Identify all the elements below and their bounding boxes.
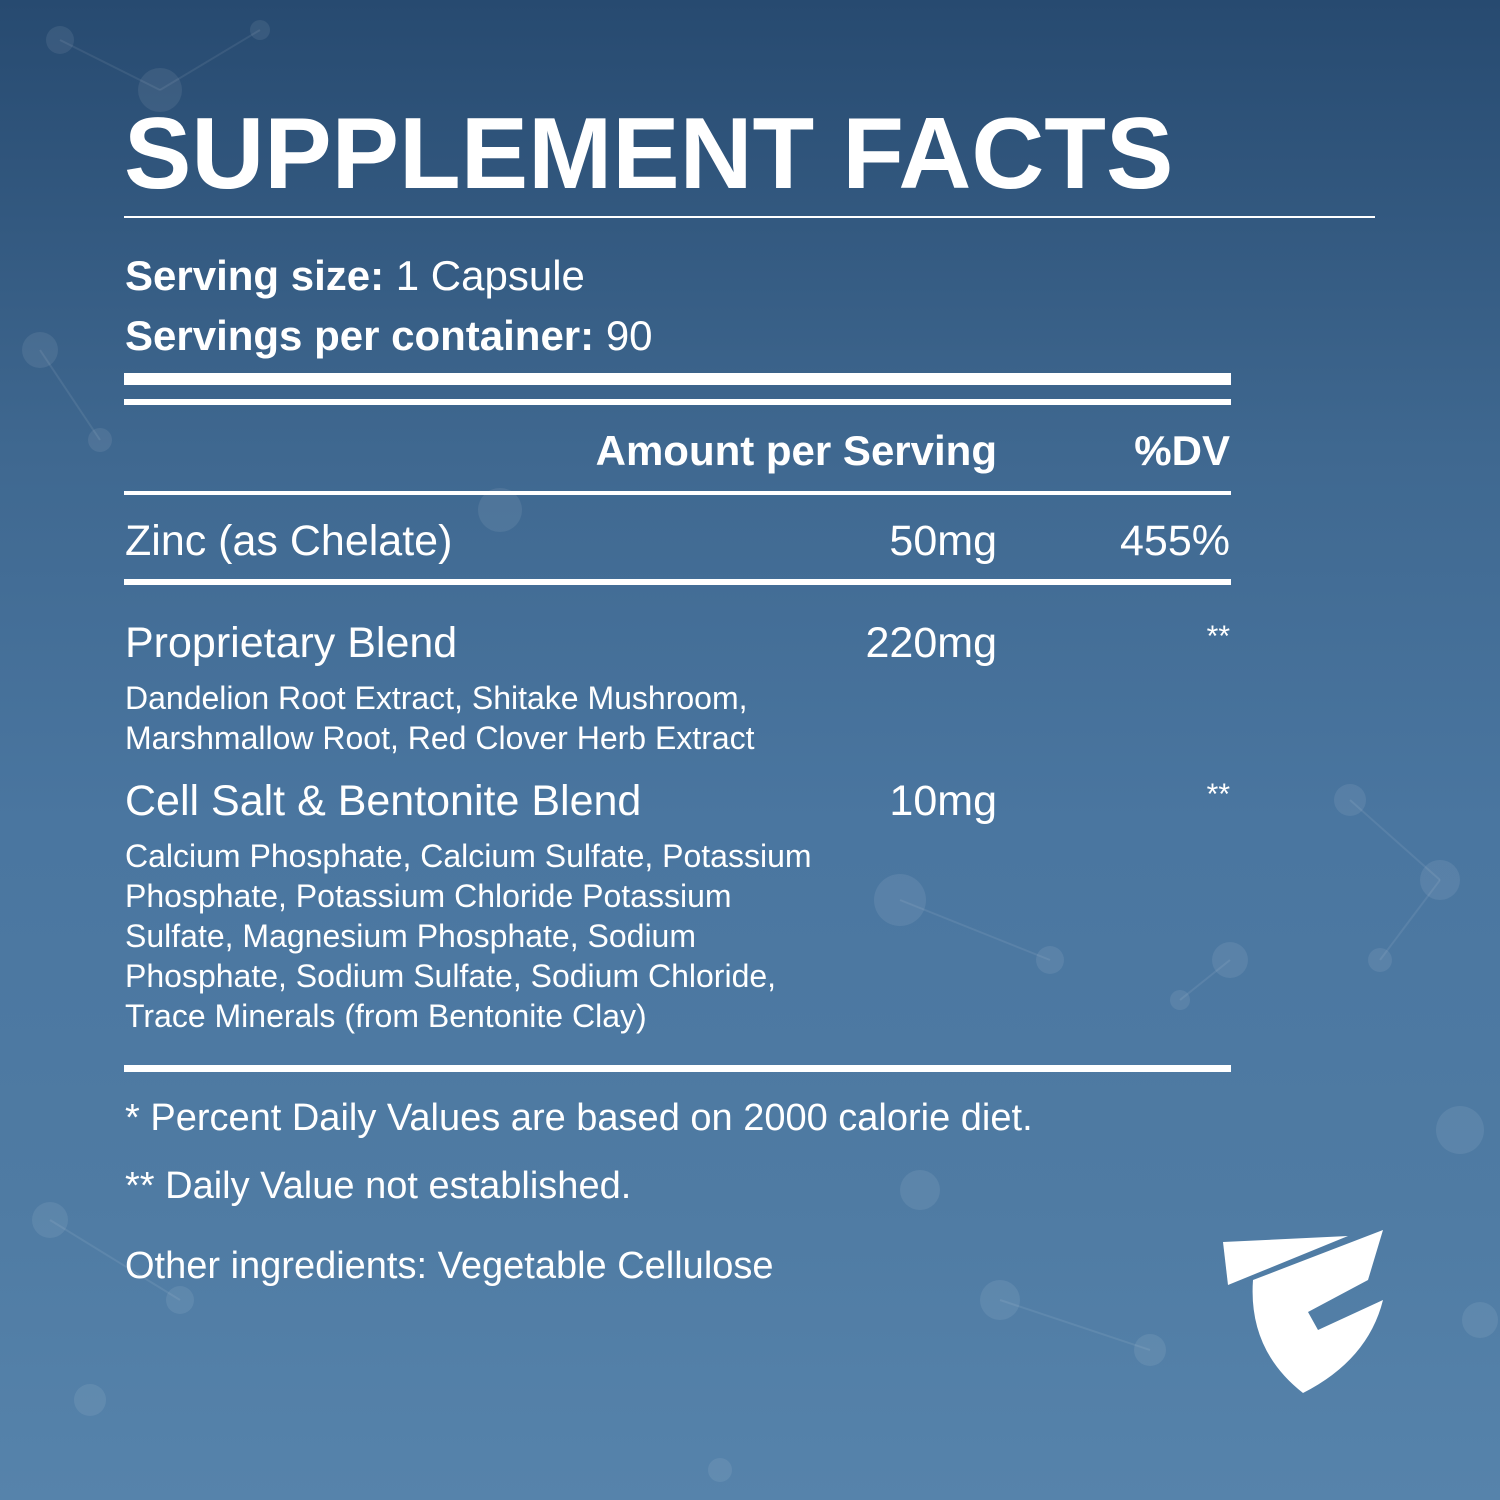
ingredient-line: Phosphate, Sodium Sulfate, Sodium Chlori…	[125, 958, 777, 994]
nutrient-amount: 220mg	[865, 619, 997, 667]
nutrient-name: Proprietary Blend	[125, 619, 458, 667]
shield-logo-icon	[1223, 1230, 1383, 1393]
nutrient-amount: 10mg	[889, 777, 997, 825]
bottom-divider	[124, 1065, 1231, 1072]
nutrient-amount: 50mg	[889, 517, 997, 565]
nutrient-dv: 455%	[1120, 517, 1230, 565]
header-amount: Amount per Serving	[595, 427, 997, 474]
serving-size: Serving size: 1 Capsule	[125, 255, 585, 297]
footnote-dv-basis: * Percent Daily Values are based on 2000…	[125, 1097, 1033, 1139]
serving-size-label: Serving size:	[125, 252, 385, 299]
header-divider	[124, 491, 1231, 495]
servings-per-container: Servings per container: 90	[125, 315, 653, 357]
title-divider	[124, 216, 1375, 218]
nutrient-dv: **	[1206, 620, 1230, 653]
thin-divider	[124, 399, 1231, 405]
other-ingredients: Other ingredients: Vegetable Cellulose	[125, 1245, 774, 1287]
servings-per-container-label: Servings per container:	[125, 312, 595, 359]
ingredient-line: Calcium Phosphate, Calcium Sulfate, Pota…	[125, 838, 812, 874]
serving-size-value: 1 Capsule	[395, 252, 585, 299]
nutrient-name: Zinc (as Chelate)	[125, 517, 453, 565]
ingredient-line: Dandelion Root Extract, Shitake Mushroom…	[125, 680, 748, 716]
page-title: SUPPLEMENT FACTS	[124, 98, 1174, 210]
ingredient-line: Marshmallow Root, Red Clover Herb Extrac…	[125, 720, 755, 756]
ingredient-line: Phosphate, Potassium Chloride Potassium	[125, 878, 732, 914]
ingredient-line: Sulfate, Magnesium Phosphate, Sodium	[125, 918, 696, 954]
thick-divider	[124, 373, 1231, 385]
header-dv: %DV	[1134, 427, 1230, 474]
nutrient-dv: **	[1206, 778, 1230, 811]
footnote-not-established: ** Daily Value not established.	[125, 1165, 632, 1207]
ingredient-line: Trace Minerals (from Bentonite Clay)	[125, 998, 647, 1034]
nutrient-name: Cell Salt & Bentonite Blend	[125, 777, 642, 825]
servings-per-container-value: 90	[605, 312, 653, 359]
row-divider	[124, 579, 1231, 585]
